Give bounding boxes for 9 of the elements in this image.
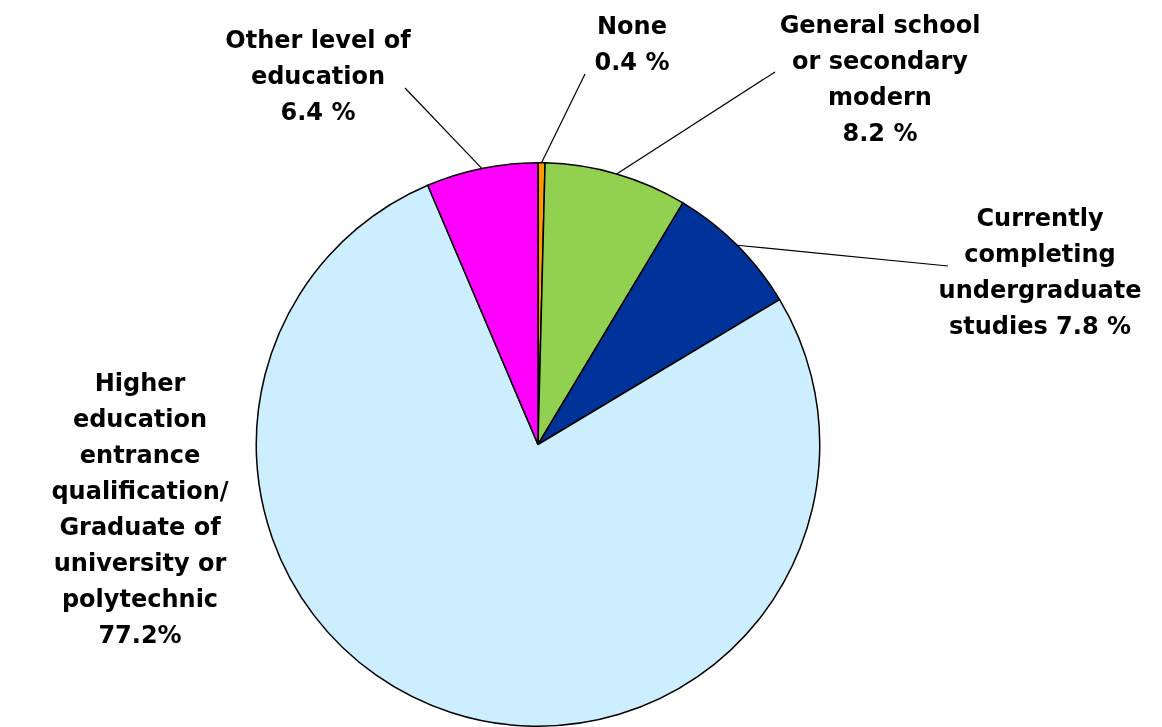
data-label: 6.4 % [280, 98, 356, 127]
slice-label: General school or secondary modern [779, 11, 981, 112]
data-label: 77.2% [98, 621, 182, 650]
slice-label: None [597, 12, 667, 41]
data-label: 0.4 % [594, 48, 670, 77]
slice-label: Currently completing undergraduate studies 7.8 % [938, 204, 1142, 341]
slice-label: Higher education entrance qualification/ Graduate of university or polytechnic [51, 369, 229, 614]
slice-label: Other level of education [225, 26, 412, 91]
data-label: 8.2 % [842, 119, 918, 148]
